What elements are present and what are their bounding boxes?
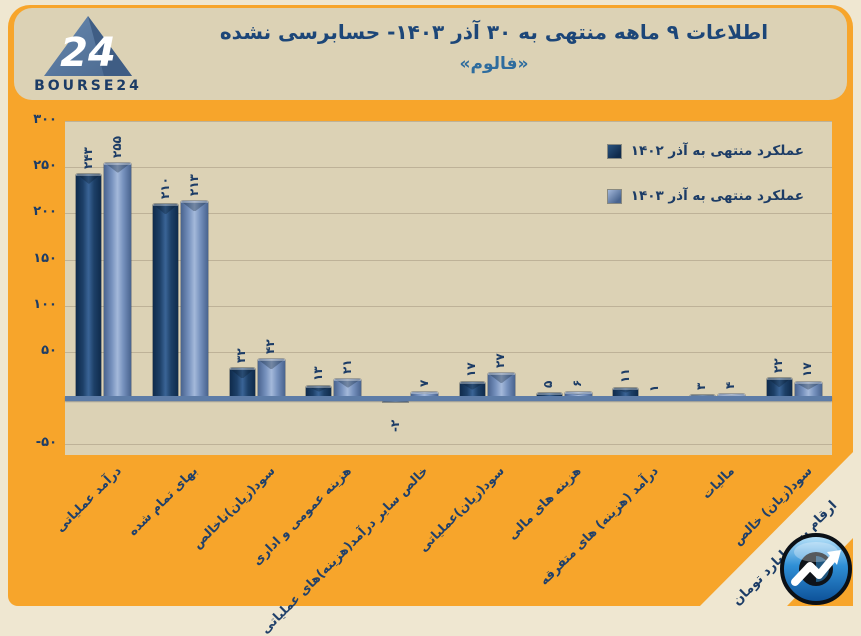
bar-value-text: -۲ [387, 419, 402, 432]
y-axis-tick: ۱۰۰ [33, 296, 57, 312]
bar-1402 [76, 173, 102, 398]
zero-axis-line [65, 396, 832, 401]
titles: اطلاعات ۹ ماهه منتهی به ۳۰ آذر ۱۴۰۳- حسا… [144, 18, 844, 74]
bar-value-text: ۳ [694, 382, 709, 391]
y-axis-tick: ۳۰۰ [33, 112, 57, 127]
page-subtitle: «فالوم» [459, 54, 529, 74]
bar-value-text: ۴۲ [263, 339, 278, 355]
bar-value-text: ۵ [541, 381, 556, 389]
legend-swatch-1402 [607, 144, 621, 158]
bar-1403 [181, 201, 209, 398]
bar-value-text: ۲۲ [771, 358, 786, 373]
bar-value-text: ۲۴۳ [80, 146, 95, 169]
bar-1402 [229, 368, 255, 398]
bar-value-text: ۱۷ [464, 362, 479, 378]
bar-1402 [153, 204, 179, 398]
legend-label: عملکرد منتهی به آذر ۱۴۰۳ [630, 188, 804, 204]
y-axis-tick: ۲۰۰ [33, 204, 57, 220]
infographic: 24 BOURSE24 اطلاعات ۹ ماهه منتهی به ۳۰ آ… [0, 0, 861, 612]
bar-1403 [334, 378, 362, 398]
bar-1403 [564, 392, 592, 398]
logo-triangle-icon: 24 [44, 16, 132, 76]
bar-1403 [411, 391, 439, 398]
header-panel: 24 BOURSE24 اطلاعات ۹ ماهه منتهی به ۳۰ آ… [14, 8, 847, 100]
y-axis-tick: -۵۰ [35, 435, 57, 451]
svg-text:24: 24 [60, 30, 116, 76]
legend-item-1402: عملکرد منتهی به آذر ۱۴۰۲ [607, 139, 804, 163]
bar-1403 [257, 359, 285, 398]
bar-1402 [459, 382, 485, 398]
gridline [65, 305, 832, 307]
chart-plot-area: عملکرد منتهی به آذر ۱۴۰۲ عملکرد منتهی به … [65, 121, 832, 455]
legend: عملکرد منتهی به آذر ۱۴۰۲ عملکرد منتهی به … [607, 139, 804, 229]
bar-value-text: ۲۱۳ [186, 174, 201, 197]
bourse24-globe-icon [779, 532, 853, 610]
logo-wordmark: BOURSE24 [34, 78, 142, 94]
legend-swatch-1403 [607, 189, 621, 203]
bar-value-text: ۲۷ [493, 353, 508, 369]
bar-value-text: ۱۱ [617, 368, 632, 383]
bourse24-logo: 24 BOURSE24 [28, 14, 148, 98]
bar-value-text: ۱۳ [310, 366, 325, 381]
bar-value-text: ۶ [570, 380, 585, 388]
y-axis-tick: ۵۰ [41, 342, 57, 358]
legend-label: عملکرد منتهی به آذر ۱۴۰۲ [630, 143, 804, 159]
legend-item-1403: عملکرد منتهی به آذر ۱۴۰۳ [607, 184, 804, 208]
bar-value-text: ۱ [646, 384, 661, 393]
gridline [65, 167, 832, 169]
gridline [65, 121, 832, 122]
y-axis-tick: ۲۵۰ [33, 158, 57, 174]
gridline [65, 351, 832, 353]
bar-1403 [794, 382, 822, 398]
bar-value-text: ۲۵۵ [109, 135, 124, 158]
bar-1402 [536, 393, 562, 398]
y-axis-tick: ۱۵۰ [33, 250, 57, 266]
bar-value-text: ۱۷ [800, 362, 815, 378]
bar-1403 [104, 162, 132, 398]
bar-value-text: ۳۲ [234, 348, 249, 364]
bar-1402 [306, 385, 332, 398]
bar-1403 [487, 373, 515, 398]
bar-value-text: ۲۱۰ [157, 177, 172, 200]
gridline [65, 213, 832, 215]
bar-value-text: ۲۱ [339, 358, 354, 374]
bar-value-text: ۴ [723, 381, 738, 390]
bar-1402 [613, 387, 639, 398]
page-title: اطلاعات ۹ ماهه منتهی به ۳۰ آذر ۱۴۰۳- حسا… [219, 20, 769, 44]
gridline [65, 259, 832, 261]
bar-1402 [766, 377, 792, 398]
gridline [65, 444, 832, 446]
bar-value-text: ۷ [416, 379, 431, 387]
